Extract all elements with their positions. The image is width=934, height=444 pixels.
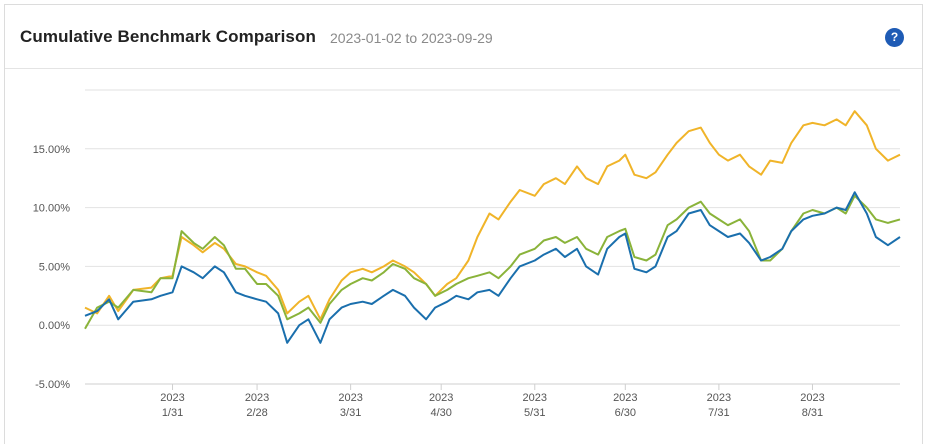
x-tick-year: 2023 [800, 392, 824, 404]
x-tick-date: 5/31 [524, 407, 545, 419]
x-tick-date: 8/31 [802, 407, 823, 419]
grid-lines [85, 89, 900, 385]
y-tick-label: 5.00% [39, 261, 70, 273]
series-line-2 [84, 194, 901, 330]
x-tick-date: 6/30 [615, 407, 636, 419]
y-tick-label: 0.00% [39, 320, 70, 332]
x-axis: 2023 1/31 2023 2/28 2023 3/31 2023 4/30 2023 5/31… [85, 383, 900, 419]
benchmark-card: Cumulative Benchmark Comparison 2023-01-… [4, 4, 923, 444]
y-axis-labels: -5.00% 0.00% 5.00% 10.00% 15.00% [33, 144, 71, 391]
x-tick-date: 2/28 [246, 407, 267, 419]
y-tick-label: 15.00% [33, 144, 71, 156]
series-line-1 [84, 110, 901, 321]
x-tick-date: 4/30 [430, 407, 451, 419]
x-tick-date: 7/31 [708, 407, 729, 419]
x-tick-year: 2023 [613, 392, 637, 404]
series-lines [84, 110, 901, 344]
x-tick-year: 2023 [429, 392, 453, 404]
y-tick-label: 10.00% [33, 203, 71, 215]
card-header: Cumulative Benchmark Comparison 2023-01-… [5, 5, 922, 69]
x-tick-date: 3/31 [340, 407, 361, 419]
x-tick-year: 2023 [707, 392, 731, 404]
x-tick-year: 2023 [338, 392, 362, 404]
date-range-label: 2023-01-02 to 2023-09-29 [330, 30, 493, 46]
help-icon[interactable]: ? [885, 28, 904, 47]
x-tick-year: 2023 [245, 392, 269, 404]
x-tick-year: 2023 [523, 392, 547, 404]
series-line-3 [84, 191, 901, 344]
page-title: Cumulative Benchmark Comparison [20, 27, 316, 46]
y-tick-label: -5.00% [35, 379, 70, 391]
x-tick-date: 1/31 [162, 407, 183, 419]
x-tick-year: 2023 [160, 392, 184, 404]
